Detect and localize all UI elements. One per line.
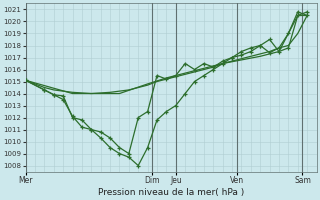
X-axis label: Pression niveau de la mer( hPa ): Pression niveau de la mer( hPa ) bbox=[98, 188, 244, 197]
